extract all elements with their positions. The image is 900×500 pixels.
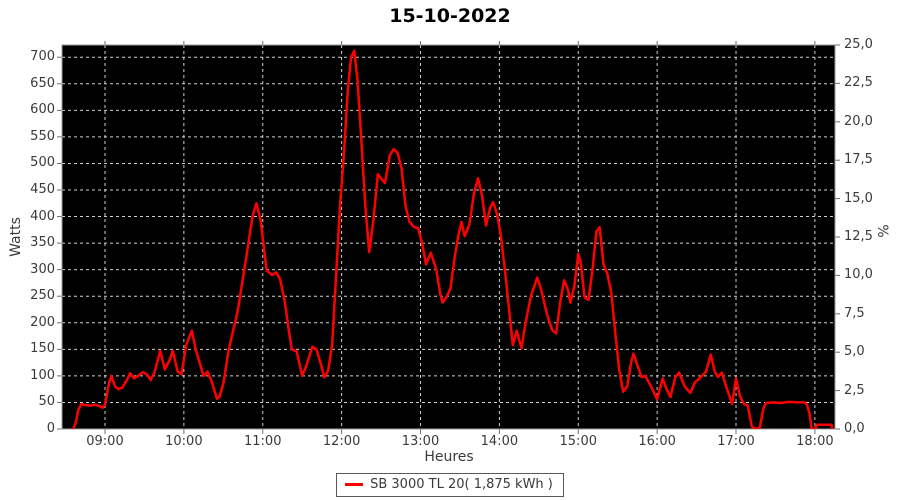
x-tick-label: 17:00	[717, 434, 755, 449]
x-tick-label: 14:00	[480, 434, 519, 449]
y-axis-label-right: %	[874, 224, 890, 238]
y-right-tick-label: 17,5	[844, 152, 873, 168]
y-left-tick-label: 150	[30, 341, 55, 357]
y-left-tick-label: 450	[30, 181, 55, 197]
y-axis-label-left: Watts	[8, 217, 24, 257]
y-right-tick-label: 22,5	[844, 75, 873, 91]
y-right-tick-label: 15,0	[844, 190, 873, 206]
plot-canvas	[57, 41, 840, 434]
y-right-tick-label: 0,0	[844, 421, 865, 436]
axis-ticks	[57, 41, 840, 434]
x-axis-label: Heures	[424, 449, 474, 465]
plot-border	[61, 44, 836, 430]
y-left-tick-label: 300	[30, 261, 55, 277]
y-left-tick-label: 200	[30, 314, 55, 330]
y-right-tick-label: 25,0	[844, 37, 873, 52]
x-tick-label: 11:00	[244, 434, 282, 449]
x-tick-label: 18:00	[796, 434, 834, 449]
y-left-tick-label: 350	[30, 235, 55, 251]
y-right-tick-label: 12,5	[844, 229, 873, 244]
y-left-tick-label: 700	[30, 49, 55, 65]
y-right-tick-label: 10,0	[844, 267, 873, 283]
y-left-tick-label: 250	[30, 288, 55, 304]
legend-line-swatch	[345, 483, 364, 486]
series-line	[72, 49, 834, 429]
y-left-tick-label: 650	[30, 75, 55, 91]
x-tick-label: 10:00	[165, 434, 203, 449]
y-left-tick-label: 50	[38, 394, 55, 410]
y-left-tick-label: 400	[30, 208, 55, 224]
x-tick-label: 13:00	[401, 434, 440, 449]
x-tick-label: 16:00	[638, 434, 676, 449]
x-tick-label: 15:00	[559, 434, 597, 449]
y-left-tick-label: 0	[46, 421, 55, 436]
y-right-tick-label: 2,5	[844, 382, 865, 398]
y-left-tick-label: 500	[30, 155, 55, 171]
y-left-tick-label: 100	[30, 367, 55, 383]
y-right-tick-label: 5,0	[844, 344, 865, 360]
legend-box: SB 3000 TL 20( 1,875 kWh )	[336, 473, 564, 497]
y-right-tick-label: 7,5	[844, 305, 865, 321]
chart-title: 15-10-2022	[389, 5, 511, 27]
legend-series-label: SB 3000 TL 20( 1,875 kWh )	[370, 477, 553, 492]
plot-area	[62, 45, 835, 429]
y-right-tick-label: 20,0	[844, 113, 873, 129]
gridlines	[62, 45, 835, 429]
y-left-tick-label: 550	[30, 128, 55, 144]
x-tick-label: 12:00	[322, 434, 361, 449]
legend: SB 3000 TL 20( 1,875 kWh )	[0, 473, 900, 497]
x-tick-label: 09:00	[86, 434, 124, 449]
y-left-tick-label: 600	[30, 102, 55, 118]
